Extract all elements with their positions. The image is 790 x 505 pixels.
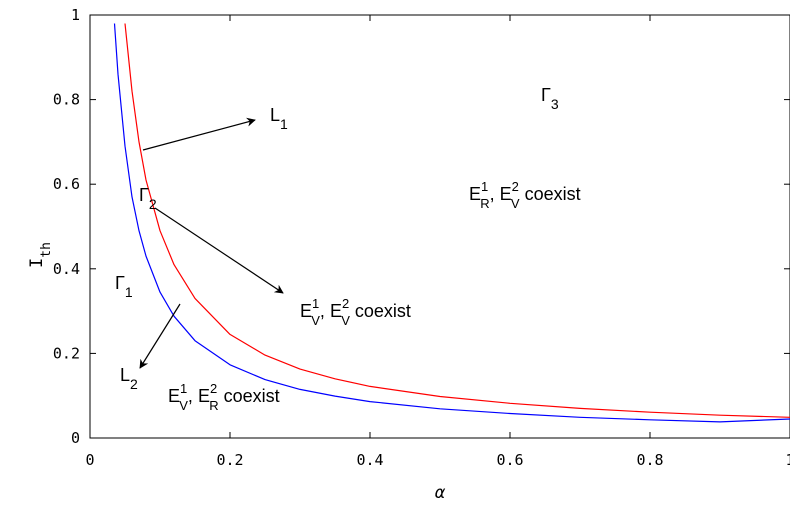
curves [113, 23, 790, 423]
arrow-gamma2 [154, 207, 284, 294]
y-tick-label: 1 [71, 6, 80, 24]
region-gamma2-label: Γ2 [139, 185, 157, 212]
coexist-v-r-label: E1 V, E2 R coexist [168, 381, 280, 413]
y-tick-label: 0.4 [53, 260, 80, 278]
y-tick-label: 0.6 [53, 175, 80, 193]
x-tick-label: 0 [85, 451, 94, 469]
y-axis-ticks: 0 0.2 0.4 0.6 0.8 1 [53, 6, 790, 447]
x-tick-label: 1 [785, 451, 790, 469]
x-tick-label: 0.6 [496, 451, 523, 469]
y-tick-label: 0.2 [53, 344, 80, 362]
coexist-r-v-label: E1 R, E2 V coexist [469, 179, 581, 211]
arrow-l1 [142, 117, 256, 151]
arrow-l2 [139, 303, 181, 369]
plot-frame [89, 14, 790, 439]
x-axis-label: α [435, 483, 446, 503]
region-gamma1-label: Γ1 [115, 273, 133, 300]
y-axis-label: Ith [27, 242, 54, 268]
coexist-v-v-label: E1 V, E2 V coexist [300, 296, 411, 328]
series-line-l1 [124, 23, 790, 418]
x-tick-label: 0.4 [356, 451, 383, 469]
x-tick-label: 0.2 [216, 451, 243, 469]
x-tick-label: 0.8 [636, 451, 663, 469]
y-tick-label: 0.8 [53, 91, 80, 109]
series-line-l2 [113, 23, 790, 423]
curve-l2-label: L2 [120, 365, 138, 392]
x-axis-ticks: 0 0.2 0.4 0.6 0.8 1 [85, 15, 790, 469]
curve-l1-label: L1 [270, 105, 288, 132]
region-gamma3-label: Γ3 [541, 85, 559, 112]
y-tick-label: 0 [71, 429, 80, 447]
